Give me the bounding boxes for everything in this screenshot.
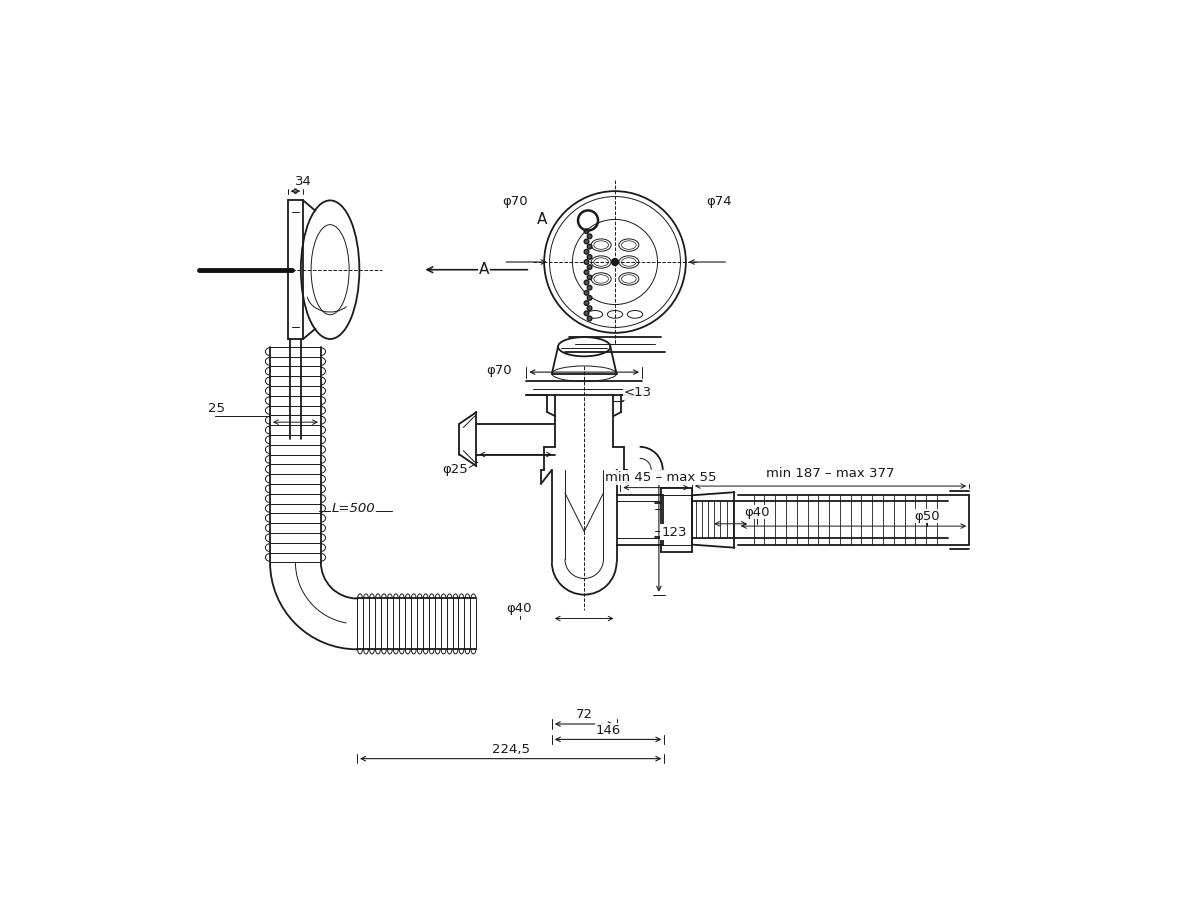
Circle shape <box>584 239 589 244</box>
Circle shape <box>584 311 589 316</box>
Circle shape <box>584 260 589 265</box>
Text: 123: 123 <box>661 526 688 539</box>
Circle shape <box>587 265 592 269</box>
Circle shape <box>587 285 592 290</box>
Circle shape <box>584 229 589 233</box>
Text: A: A <box>536 212 547 227</box>
Circle shape <box>587 244 592 249</box>
Circle shape <box>587 275 592 280</box>
Text: <13: <13 <box>624 386 652 400</box>
Circle shape <box>587 255 592 259</box>
Circle shape <box>584 270 589 274</box>
Text: A: A <box>479 262 490 277</box>
Circle shape <box>584 280 589 284</box>
Circle shape <box>584 301 589 305</box>
Text: φ74: φ74 <box>706 195 732 209</box>
Text: φ50: φ50 <box>914 509 940 523</box>
Circle shape <box>587 306 592 310</box>
Text: φ40: φ40 <box>745 506 770 518</box>
Text: L=500: L=500 <box>331 502 376 515</box>
Circle shape <box>612 259 618 266</box>
Text: 34: 34 <box>295 175 312 188</box>
Text: 224,5: 224,5 <box>492 742 529 756</box>
Text: 146: 146 <box>595 724 620 737</box>
Circle shape <box>584 249 589 254</box>
Circle shape <box>584 291 589 295</box>
Text: min 45 – max 55: min 45 – max 55 <box>606 471 716 484</box>
Text: min 187 – max 377: min 187 – max 377 <box>767 467 895 481</box>
Text: φ70: φ70 <box>487 364 512 377</box>
Circle shape <box>587 234 592 238</box>
Text: φ70: φ70 <box>502 195 528 209</box>
Text: φ25: φ25 <box>443 464 468 476</box>
Text: 25: 25 <box>208 401 224 415</box>
Circle shape <box>587 316 592 320</box>
Text: 72: 72 <box>576 708 593 721</box>
Circle shape <box>587 295 592 301</box>
Text: φ40: φ40 <box>506 602 532 615</box>
